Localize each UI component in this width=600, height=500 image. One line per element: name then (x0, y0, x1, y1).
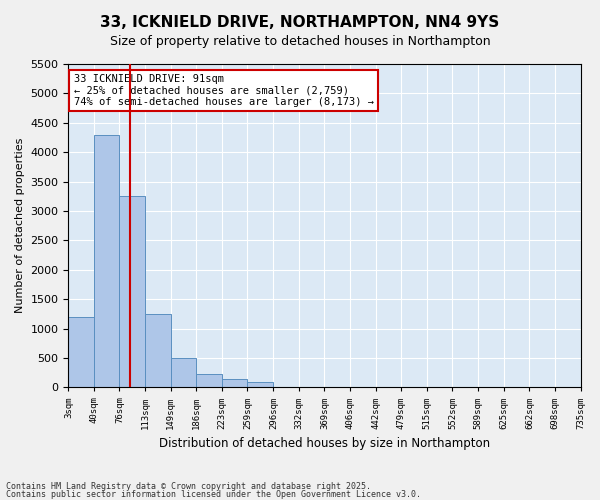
Bar (223, 378, 247, 388)
Text: 33 ICKNIELD DRIVE: 91sqm
← 25% of detached houses are smaller (2,759)
74% of sem: 33 ICKNIELD DRIVE: 91sqm ← 25% of detach… (74, 74, 374, 107)
Bar (68, 317, 94, 388)
Bar (94, 134, 119, 388)
Bar (247, 382, 274, 388)
X-axis label: Distribution of detached houses by size in Northampton: Distribution of detached houses by size … (159, 437, 490, 450)
Text: Contains public sector information licensed under the Open Government Licence v3: Contains public sector information licen… (6, 490, 421, 499)
Text: Contains HM Land Registry data © Crown copyright and database right 2025.: Contains HM Land Registry data © Crown c… (6, 482, 371, 491)
Bar (170, 358, 196, 388)
Bar (145, 314, 170, 388)
Bar (196, 374, 223, 388)
Y-axis label: Number of detached properties: Number of detached properties (15, 138, 25, 314)
Text: 33, ICKNIELD DRIVE, NORTHAMPTON, NN4 9YS: 33, ICKNIELD DRIVE, NORTHAMPTON, NN4 9YS (100, 15, 500, 30)
Bar (119, 196, 145, 388)
Text: Size of property relative to detached houses in Northampton: Size of property relative to detached ho… (110, 35, 490, 48)
